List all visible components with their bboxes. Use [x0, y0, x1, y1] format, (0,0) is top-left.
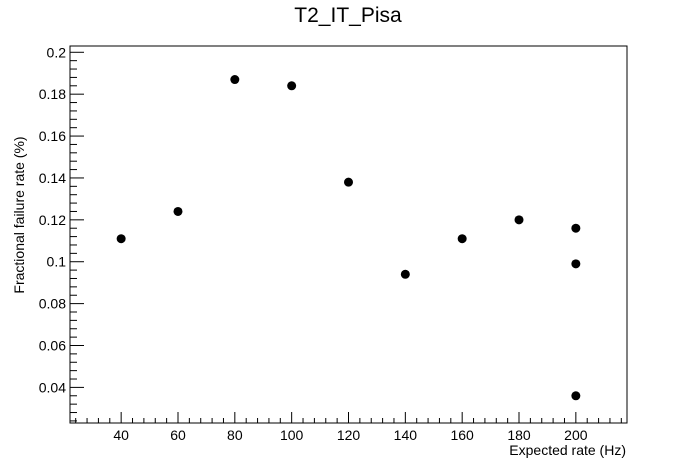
data-points	[116, 75, 581, 401]
y-tick-label: 0.06	[39, 338, 66, 354]
plot-frame	[69, 45, 628, 424]
x-tick-label: 200	[564, 427, 588, 443]
data-point	[344, 177, 353, 187]
data-point	[287, 81, 297, 91]
data-point	[400, 269, 410, 279]
y-tick-label: 0.12	[39, 212, 66, 228]
data-point	[116, 234, 126, 244]
y-tick-label: 0.04	[39, 379, 66, 395]
x-tick-label: 60	[170, 427, 186, 443]
y-tick-label: 0.14	[39, 170, 66, 186]
y-tick-label: 0.2	[47, 44, 67, 60]
x-axis-label: Expected rate (Hz)	[509, 442, 626, 458]
x-tick-label: 40	[113, 427, 129, 443]
data-point	[173, 206, 183, 216]
x-tick-label: 120	[337, 427, 361, 443]
y-axis-label: Fractional failure rate (%)	[11, 136, 27, 294]
y-tick-label: 0.1	[47, 254, 67, 270]
y-axis-ticks	[70, 51, 84, 422]
x-tick-label: 100	[280, 427, 304, 443]
y-tick-label: 0.16	[39, 128, 66, 144]
x-tick-label: 160	[450, 427, 474, 443]
data-point	[571, 391, 581, 401]
y-axis-tick-labels: 0.04 0.06 0.08 0.1 0.12 0.14 0.16 0.18 0.2	[39, 44, 66, 395]
x-tick-label: 140	[394, 427, 418, 443]
data-point	[514, 215, 524, 225]
data-point	[457, 234, 467, 244]
y-tick-label: 0.18	[39, 86, 66, 102]
x-axis-ticks	[75, 412, 622, 423]
data-point	[230, 75, 240, 85]
chart-title: T2_IT_Pisa	[294, 4, 402, 27]
x-axis-tick-labels: 40 60 80 100 120 140 160 180 200	[113, 427, 587, 443]
x-tick-label: 80	[227, 427, 243, 443]
x-tick-label: 180	[507, 427, 531, 443]
data-point	[571, 259, 581, 269]
data-point	[571, 223, 581, 233]
y-tick-label: 0.08	[39, 296, 66, 312]
